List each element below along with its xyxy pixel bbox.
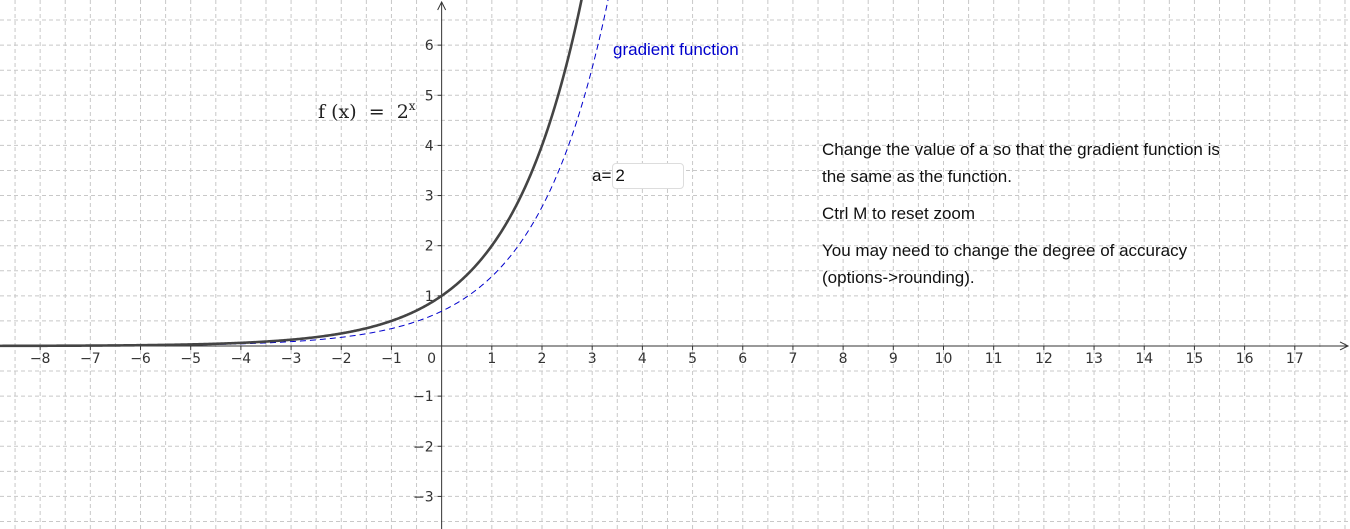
x-axis-tick-labels: −8 −7 −6 −5 −4 −3 −2 −1 0 1 2 3 4 5 6 7 8 9 10 11 12 13 14 15 16… bbox=[30, 345, 1304, 367]
x-tick-label: 10 bbox=[935, 351, 953, 367]
instructions-text: Change the value of a so that the gradie… bbox=[822, 136, 1292, 301]
x-tick-label: −2 bbox=[331, 351, 352, 367]
x-tick-label: −3 bbox=[281, 351, 302, 367]
y-tick-label: 2 bbox=[425, 239, 434, 255]
x-tick-label: 5 bbox=[688, 351, 697, 367]
x-tick-label: 13 bbox=[1085, 351, 1103, 367]
y-tick-label: 1 bbox=[425, 289, 434, 305]
x-tick-label: −8 bbox=[30, 351, 51, 367]
function-label[interactable]: f (x) = 2x bbox=[318, 99, 416, 123]
gradient-function-curve[interactable] bbox=[0, 0, 616, 347]
x-tick-label: 17 bbox=[1286, 351, 1304, 367]
y-tick-label: 4 bbox=[425, 138, 434, 154]
x-tick-label: 9 bbox=[889, 351, 898, 367]
x-tick-label: 4 bbox=[638, 351, 647, 367]
x-tick-label: 14 bbox=[1135, 351, 1153, 367]
y-tick-label: −3 bbox=[413, 489, 434, 505]
x-tick-label: −4 bbox=[231, 351, 252, 367]
x-tick-label: 7 bbox=[788, 351, 797, 367]
a-input[interactable] bbox=[612, 163, 685, 189]
x-tick-label: 16 bbox=[1236, 351, 1254, 367]
x-tick-label: 6 bbox=[738, 351, 747, 367]
x-tick-label: 15 bbox=[1186, 351, 1204, 367]
instruction-1: Change the value of a so that the gradie… bbox=[822, 140, 1220, 186]
x-tick-label: 1 bbox=[487, 351, 496, 367]
x-tick-label: −7 bbox=[80, 351, 101, 367]
x-tick-label: 12 bbox=[1035, 351, 1053, 367]
instruction-2: Ctrl M to reset zoom bbox=[822, 204, 976, 223]
x-tick-label: 3 bbox=[588, 351, 597, 367]
a-input-group: a= bbox=[592, 162, 685, 190]
y-tick-label: −2 bbox=[413, 439, 434, 455]
instruction-3: You may need to change the degree of acc… bbox=[822, 241, 1188, 287]
a-input-label: a= bbox=[592, 166, 612, 185]
x-axis-arrow bbox=[1339, 341, 1350, 351]
x-tick-label: −6 bbox=[130, 351, 151, 367]
x-tick-label: 8 bbox=[839, 351, 848, 367]
y-tick-label: −1 bbox=[413, 389, 434, 405]
x-tick-label: −1 bbox=[381, 351, 402, 367]
x-tick-label: 11 bbox=[985, 351, 1003, 367]
y-axis-arrow bbox=[437, 0, 447, 11]
function-curve[interactable] bbox=[0, 0, 590, 348]
y-tick-label: 5 bbox=[425, 88, 434, 104]
x-tick-label: −5 bbox=[180, 351, 201, 367]
function-label-exponent: x bbox=[409, 99, 416, 113]
x-tick-label: 0 bbox=[427, 351, 436, 367]
y-tick-label: 6 bbox=[425, 38, 434, 54]
x-tick-label: 2 bbox=[538, 351, 547, 367]
gradient-function-label[interactable]: gradient function bbox=[613, 40, 739, 59]
y-tick-label: 3 bbox=[425, 189, 434, 205]
function-label-base: f (x) = 2 bbox=[318, 101, 409, 123]
y-axis-tick-labels: −3 −2 −1 1 2 3 4 5 6 bbox=[413, 38, 442, 505]
